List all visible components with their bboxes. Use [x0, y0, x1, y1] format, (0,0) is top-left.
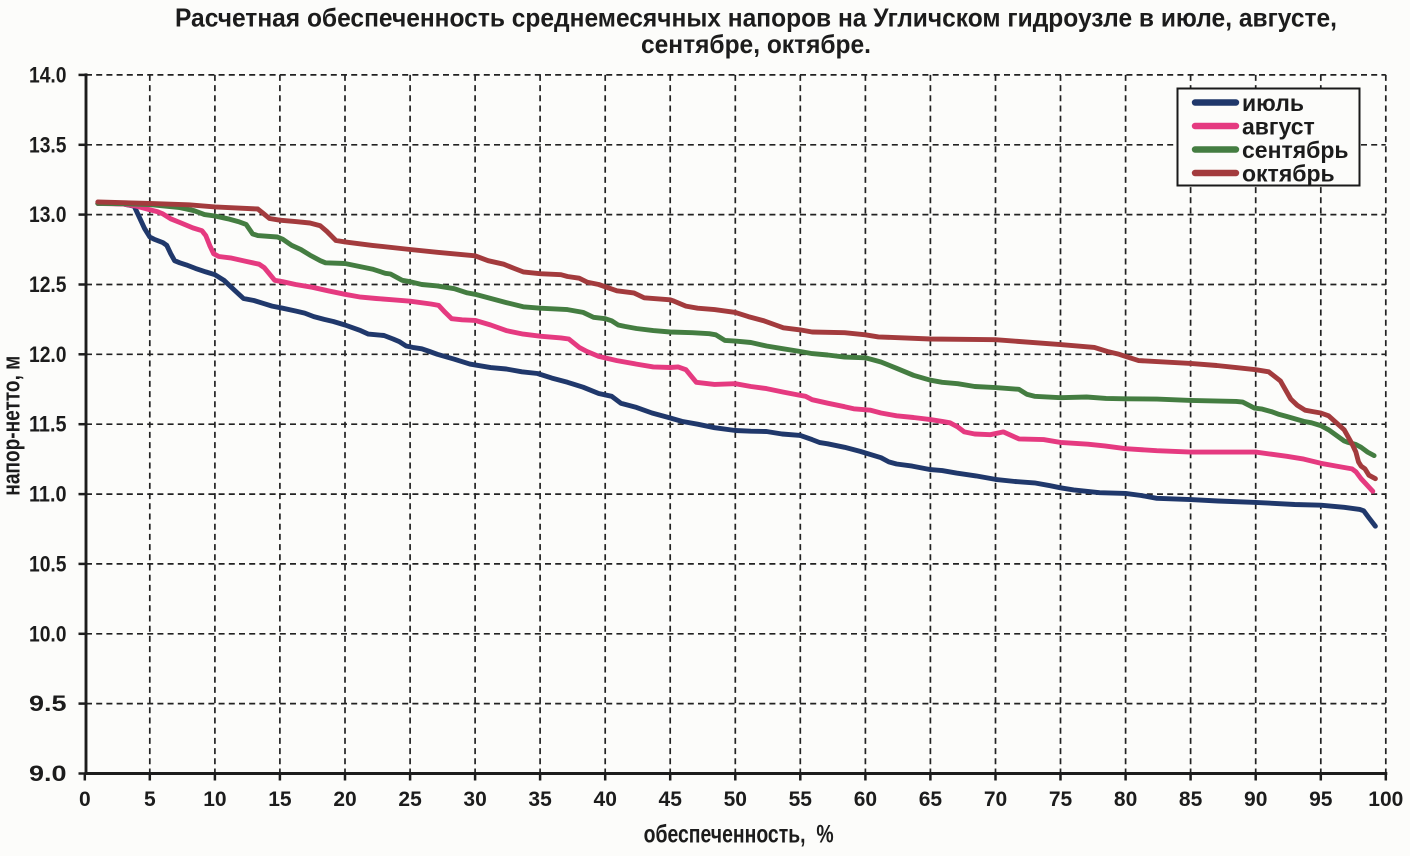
- svg-text:95: 95: [1309, 788, 1333, 811]
- svg-text:обеспеченность, %: обеспеченность, %: [644, 821, 834, 849]
- svg-text:12.5: 12.5: [29, 272, 67, 297]
- svg-text:июль: июль: [1242, 90, 1304, 116]
- svg-text:Расчетная обеспеченность средн: Расчетная обеспеченность среднемесячных …: [175, 3, 1337, 33]
- svg-text:50: 50: [724, 788, 747, 811]
- svg-text:30: 30: [463, 788, 486, 811]
- svg-text:55: 55: [789, 788, 813, 811]
- svg-text:12.0: 12.0: [29, 342, 67, 367]
- svg-text:85: 85: [1179, 788, 1203, 811]
- svg-text:10.0: 10.0: [29, 621, 67, 646]
- svg-text:60: 60: [854, 788, 877, 811]
- svg-text:сентябрь: сентябрь: [1242, 137, 1349, 163]
- svg-text:10.5: 10.5: [29, 551, 67, 576]
- svg-text:13.5: 13.5: [29, 132, 67, 157]
- svg-text:13.0: 13.0: [29, 202, 67, 227]
- svg-text:октябрь: октябрь: [1242, 161, 1335, 187]
- svg-text:100: 100: [1368, 788, 1403, 811]
- svg-text:9.0: 9.0: [29, 761, 67, 786]
- svg-text:25: 25: [398, 788, 422, 811]
- svg-text:10: 10: [203, 788, 226, 811]
- svg-text:август: август: [1242, 114, 1315, 140]
- svg-text:35: 35: [528, 788, 552, 811]
- svg-text:20: 20: [333, 788, 356, 811]
- svg-text:80: 80: [1114, 788, 1137, 811]
- svg-text:напор-нетто, м: напор-нетто, м: [0, 356, 26, 496]
- svg-text:90: 90: [1244, 788, 1267, 811]
- svg-text:40: 40: [594, 788, 617, 811]
- svg-text:15: 15: [268, 788, 292, 811]
- svg-text:75: 75: [1049, 788, 1073, 811]
- svg-text:65: 65: [919, 788, 943, 811]
- svg-text:сентябре, октябре.: сентябре, октябре.: [641, 29, 871, 59]
- svg-text:9.5: 9.5: [29, 691, 67, 716]
- svg-text:0: 0: [79, 788, 91, 811]
- svg-text:5: 5: [144, 788, 156, 811]
- svg-text:45: 45: [659, 788, 683, 811]
- svg-text:11.0: 11.0: [29, 482, 67, 507]
- svg-text:70: 70: [984, 788, 1007, 811]
- svg-text:14.0: 14.0: [29, 62, 67, 87]
- svg-text:11.5: 11.5: [29, 412, 67, 437]
